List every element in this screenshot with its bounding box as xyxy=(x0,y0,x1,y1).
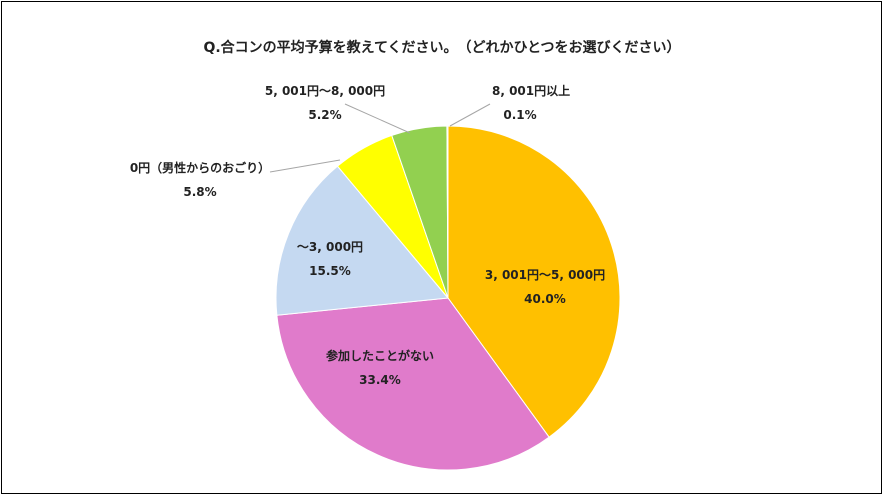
slice-category-label: 3, 001円～5, 000円 xyxy=(485,268,605,282)
slice-category-label: 8, 001円以上 xyxy=(492,83,570,98)
leader-line xyxy=(449,103,491,127)
slice-category-label: 5, 001円～8, 000円 xyxy=(265,84,385,98)
slice-percent-label: 0.1% xyxy=(503,108,536,122)
leader-line xyxy=(269,159,341,173)
leader-line xyxy=(344,103,411,134)
chart-title: Q.合コンの平均予算を教えてください。 （どれかひとつをお選びください） xyxy=(203,39,680,56)
slice-percent-label: 15.5% xyxy=(309,264,351,278)
pie-slice xyxy=(276,297,550,471)
slice-percent-label: 5.2% xyxy=(308,108,341,122)
slice-category-label: 参加したことがない xyxy=(326,348,434,363)
slice-percent-label: 40.0% xyxy=(524,292,566,306)
slice-labels: 3, 001円～5, 000円 40.0% 参加したことがない 33.4% ～3, 00… xyxy=(130,83,605,387)
slice-category-label: 0円（男性からのおごり） xyxy=(130,160,270,175)
slice-percent-label: 5.8% xyxy=(183,185,216,199)
pie-slice xyxy=(275,165,449,316)
pie-slices xyxy=(275,125,621,471)
leader-lines xyxy=(269,103,491,173)
slice-percent-label: 33.4% xyxy=(359,373,401,387)
pie-slice xyxy=(447,125,621,438)
slice-category-label: ～3, 000円 xyxy=(297,240,363,254)
pie-slice xyxy=(446,125,449,299)
